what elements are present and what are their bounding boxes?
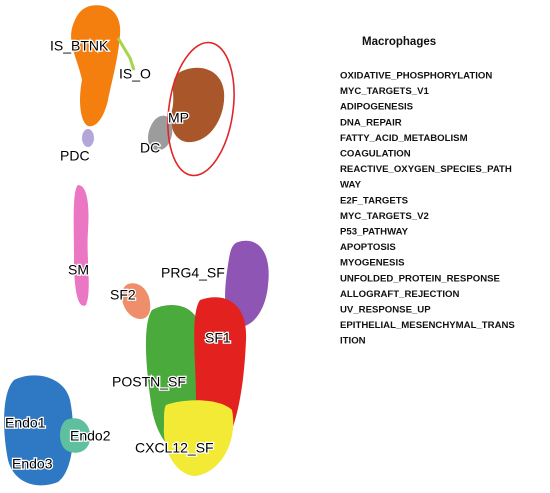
cluster-label: POSTN_SF [112,374,186,390]
cluster-label: IS_BTNK [50,38,109,54]
cluster-label: DC [140,140,160,156]
cluster-label: SM [68,262,89,278]
pathway: DNA_REPAIR [340,117,402,128]
cluster-pdc [82,129,94,147]
pathway: ADIPOGENESIS [340,102,414,113]
cluster-is-btnk [71,5,121,127]
cluster-label: CXCL12_SF [135,440,214,456]
cluster-mp [170,67,225,143]
highlight-ring [167,41,235,177]
pathway: REACTIVE_OXYGEN_SPECIES_PATH [340,164,512,175]
cluster-sm [73,185,89,306]
cluster-endo1 [4,375,74,486]
cluster-label: SF2 [110,287,136,303]
cluster-label: Endo1 [5,415,46,431]
pathway: UV_RESPONSE_UP [340,305,431,316]
cluster-label: Endo3 [12,456,53,472]
cluster-label: PDC [60,148,90,164]
cluster-prg4-sf [225,240,269,327]
umap-clusters [4,5,269,486]
cluster-label: PRG4_SF [161,265,225,281]
pathway: P53_PATHWAY [340,227,409,238]
pathway: E2F_TARGETS [340,195,409,206]
cluster-is-o [116,37,136,71]
pathway: MYC_TARGETS_V2 [340,211,429,222]
cluster-label: MP [168,110,189,126]
cluster-label: Endo2 [70,428,111,444]
pathway: EPITHELIAL_MESENCHYMAL_TRANS [340,320,515,331]
pathway: ITION [340,336,366,347]
pathway: MYC_TARGETS_V1 [340,86,430,97]
pathway: APOPTOSIS [340,242,396,253]
pathway: MYOGENESIS [340,258,405,269]
cluster-dc [148,115,173,151]
cluster-label: IS_O [119,66,151,82]
cluster-label: SF1 [205,330,231,346]
cluster-endo2 [60,418,91,453]
cluster-labels: IS_BTNK IS_O PDC MP DC SM PRG4_SF SF2 SF… [4,36,232,473]
pathway-list: OXIDATIVE_PHOSPHORYLATION MYC_TARGETS_V1 A… [340,71,515,347]
pathway: COAGULATION [340,149,411,160]
pathway: UNFOLDED_PROTEIN_RESPONSE [340,273,501,284]
panel-title: Macrophages [362,36,436,48]
cluster-cxcl12-sf [163,400,234,476]
pathway: OXIDATIVE_PHOSPHORYLATION [340,71,492,82]
pathway: FATTY_ACID_METABOLISM [340,133,468,144]
cluster-sf2 [121,283,151,319]
pathway: WAY [340,180,362,191]
pathway: ALLOGRAFT_REJECTION [340,289,459,300]
